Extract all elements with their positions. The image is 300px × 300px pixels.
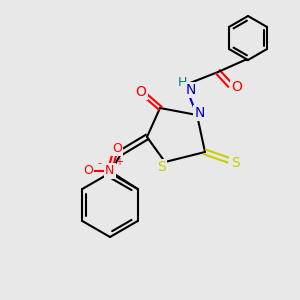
Text: S: S — [157, 160, 165, 174]
Text: N: N — [195, 106, 205, 120]
Text: O: O — [232, 80, 242, 94]
Text: H: H — [109, 140, 119, 154]
Text: H: H — [177, 76, 187, 88]
Text: O: O — [83, 164, 93, 178]
Text: O: O — [112, 142, 122, 154]
Text: -: - — [98, 158, 102, 168]
Text: +: + — [115, 157, 123, 167]
Text: N: N — [105, 164, 114, 178]
Text: N: N — [186, 83, 196, 97]
Text: O: O — [136, 85, 146, 99]
Text: S: S — [231, 156, 239, 170]
